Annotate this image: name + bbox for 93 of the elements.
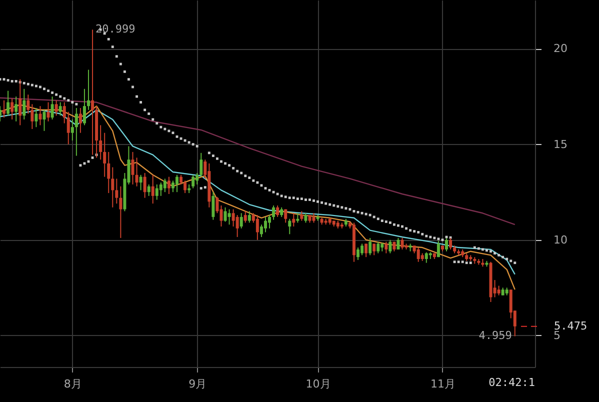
candlestick — [372, 243, 376, 256]
candlestick — [111, 166, 114, 208]
line-series — [0, 97, 516, 226]
candlestick — [62, 102, 66, 124]
candlestick — [70, 118, 74, 141]
candlestick — [54, 100, 58, 116]
candlestick — [200, 152, 203, 178]
y-tick-label: 20 — [554, 42, 568, 56]
candlestick — [58, 102, 62, 116]
annotation: 20.999 — [96, 22, 136, 36]
candlestick — [34, 107, 38, 128]
candlestick — [147, 184, 150, 196]
candlestick — [50, 96, 54, 120]
annotation: 4.959 — [478, 329, 512, 342]
candlestick — [196, 172, 199, 185]
candlestick — [284, 208, 288, 224]
candlestick — [497, 285, 500, 296]
candlestick — [244, 210, 247, 224]
candlestick — [135, 157, 138, 187]
candlestick — [14, 96, 18, 122]
candlestick — [300, 210, 304, 222]
candlestick — [292, 212, 296, 228]
candlestick — [264, 216, 267, 233]
candlestick — [416, 247, 420, 262]
candlestick — [131, 151, 134, 185]
candlestick — [115, 178, 118, 204]
candlestick — [159, 182, 162, 196]
candlestick — [74, 107, 78, 156]
candlestick — [143, 172, 146, 198]
candlestick — [376, 241, 380, 254]
text: 02:42:1 — [488, 376, 535, 389]
x-tick-label: 9月 — [188, 378, 207, 390]
candlestick — [312, 212, 316, 224]
candlestick — [256, 214, 259, 240]
candlestick — [26, 94, 30, 114]
candlestick — [228, 208, 231, 226]
candlestick — [78, 107, 82, 134]
candlestick — [139, 174, 142, 191]
candlestick — [155, 184, 158, 200]
candlestick — [224, 206, 227, 222]
candlestick — [10, 98, 14, 120]
candlestick — [368, 237, 372, 256]
candlestick — [2, 100, 6, 118]
candlestick — [445, 237, 448, 252]
candlestick — [171, 180, 174, 193]
candlestick — [103, 132, 106, 178]
candlestick — [396, 237, 400, 250]
candlestick — [272, 204, 276, 220]
candlestick — [91, 29, 94, 156]
candlestick — [384, 241, 388, 254]
candlestick — [180, 174, 183, 185]
candlestick — [192, 174, 195, 189]
candlestick — [436, 240, 440, 258]
candlestick — [232, 208, 235, 228]
candlestick — [151, 174, 154, 204]
candlestick — [119, 186, 122, 238]
candlestick — [212, 192, 215, 220]
candlestick — [268, 214, 272, 229]
candlestick — [240, 212, 243, 229]
candlestick — [30, 104, 34, 130]
candlestick — [107, 151, 110, 194]
candlestick — [276, 204, 280, 218]
candlestick — [46, 102, 50, 122]
x-tick-label: 11月 — [430, 378, 456, 390]
candlestick — [388, 239, 392, 254]
candlestick — [66, 111, 70, 145]
y-tick-label: 15 — [554, 138, 568, 151]
candlestick — [288, 218, 292, 235]
candlestick — [260, 224, 263, 238]
candlestick — [175, 174, 178, 193]
x-tick-label: 8月 — [64, 378, 82, 390]
candlestick — [99, 124, 102, 160]
candlestick — [360, 243, 364, 256]
candlestick — [424, 252, 428, 264]
candlestick — [6, 90, 10, 116]
y-tick-label: 10 — [554, 233, 568, 246]
candlestick — [38, 106, 42, 126]
candlestick — [356, 247, 360, 260]
candlestick — [22, 88, 26, 120]
candlestick — [42, 109, 46, 132]
candlestick — [86, 69, 90, 110]
candlestick — [280, 206, 284, 218]
candlestick — [296, 212, 300, 224]
candlestick — [248, 210, 251, 224]
candlestick — [167, 176, 170, 195]
candlestick — [184, 180, 187, 194]
candlestick — [364, 243, 368, 258]
candlestick — [400, 237, 404, 250]
candlestick — [304, 212, 308, 224]
candlestick — [236, 214, 239, 238]
candlestick — [163, 178, 166, 193]
candlestick — [82, 88, 86, 126]
x-tick-label: 10月 — [306, 378, 331, 390]
